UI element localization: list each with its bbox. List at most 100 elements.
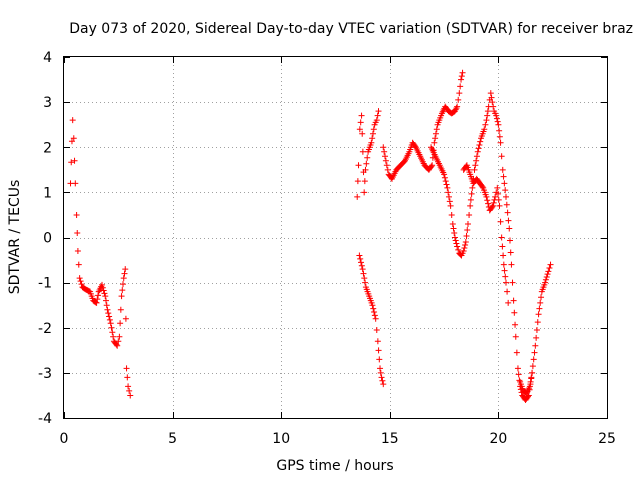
- data-point-marker: [488, 94, 495, 101]
- data-point-marker: [455, 246, 462, 253]
- data-point-marker: [101, 290, 108, 297]
- data-point-marker: [94, 296, 101, 303]
- data-point-marker: [467, 202, 474, 209]
- data-point-marker: [484, 108, 491, 115]
- data-point-marker: [372, 315, 379, 322]
- data-point-marker: [538, 294, 545, 301]
- data-point-marker: [126, 387, 133, 394]
- data-point-marker: [490, 199, 497, 206]
- data-point-marker: [455, 96, 462, 103]
- data-point-marker: [444, 184, 451, 191]
- data-point-marker: [370, 126, 377, 133]
- data-point-marker: [369, 135, 376, 142]
- data-point-marker: [99, 281, 106, 288]
- data-point-marker: [545, 268, 552, 275]
- data-point-marker: [376, 356, 383, 363]
- data-point-marker: [375, 108, 382, 115]
- data-point-marker: [108, 324, 115, 331]
- data-point-marker: [356, 126, 363, 133]
- data-point-marker: [477, 138, 484, 145]
- data-point-marker: [460, 248, 467, 255]
- data-point-marker: [533, 327, 540, 334]
- data-point-marker: [475, 145, 482, 152]
- data-point-marker: [529, 369, 536, 376]
- data-point-marker: [381, 148, 388, 155]
- data-point-marker: [501, 267, 508, 274]
- y-tick-label: -1: [38, 276, 52, 292]
- data-point-marker: [106, 313, 113, 320]
- y-tick-label: 1: [43, 185, 52, 201]
- data-point-marker: [503, 201, 510, 208]
- data-point-marker: [495, 190, 502, 197]
- data-point-marker: [378, 374, 385, 381]
- data-point-marker: [374, 112, 381, 119]
- x-tick-label: 0: [60, 431, 69, 447]
- data-point-marker: [503, 193, 510, 200]
- data-point-marker: [69, 117, 76, 124]
- data-point-marker: [500, 252, 507, 259]
- data-point-marker: [458, 76, 465, 83]
- data-point-marker: [370, 305, 377, 312]
- data-point-marker: [368, 139, 375, 146]
- data-point-marker: [489, 99, 496, 106]
- data-point-marker: [547, 261, 554, 268]
- data-point-marker: [499, 243, 506, 250]
- data-point-marker: [505, 299, 512, 306]
- axis-ticks: [64, 57, 608, 419]
- data-point-marker: [77, 278, 84, 285]
- data-point-marker: [362, 166, 369, 173]
- data-point-marker: [511, 309, 518, 316]
- data-point-marker: [120, 281, 127, 288]
- data-point-marker: [497, 139, 504, 146]
- data-point-marker: [358, 262, 365, 269]
- data-point-marker: [512, 333, 519, 340]
- data-point-marker: [530, 356, 537, 363]
- plot-frame: [63, 56, 608, 419]
- y-tick-label: 0: [43, 231, 52, 247]
- data-point-marker: [119, 287, 126, 294]
- data-point-marker: [490, 103, 497, 110]
- y-tick-label: 3: [43, 95, 52, 111]
- x-tick-label: 25: [598, 431, 616, 447]
- y-axis-label: SDTVAR / TECUs: [7, 180, 23, 295]
- data-point-marker: [361, 178, 368, 185]
- data-point-marker: [358, 259, 365, 266]
- data-point-marker: [95, 292, 102, 299]
- data-point-marker: [441, 171, 448, 178]
- data-point-marker: [102, 293, 109, 300]
- data-point-marker: [453, 240, 460, 247]
- data-point-marker: [452, 237, 459, 244]
- data-point-marker: [121, 270, 128, 277]
- data-point-marker: [544, 271, 551, 278]
- data-point-marker: [76, 275, 83, 282]
- data-series: [517, 369, 536, 397]
- data-point-marker: [461, 245, 468, 252]
- data-point-marker: [449, 220, 456, 227]
- data-point-marker: [354, 193, 361, 200]
- data-series: [67, 117, 134, 399]
- x-tick-label: 20: [489, 431, 507, 447]
- data-series: [354, 108, 382, 200]
- data-point-marker: [498, 153, 505, 160]
- x-tick-label: 15: [381, 431, 399, 447]
- data-point-marker: [474, 148, 481, 155]
- data-point-marker: [117, 306, 124, 313]
- data-point-marker: [70, 135, 77, 142]
- data-point-marker: [355, 162, 362, 169]
- data-point-marker: [441, 174, 448, 181]
- data-point-marker: [122, 315, 129, 322]
- data-point-marker: [113, 341, 120, 348]
- data-point-marker: [484, 112, 491, 119]
- data-point-marker: [356, 252, 363, 259]
- data-point-marker: [377, 369, 384, 376]
- data-point-marker: [473, 157, 480, 164]
- y-tick-label: -3: [38, 366, 52, 382]
- data-point-marker: [357, 119, 364, 126]
- data-point-marker: [380, 144, 387, 151]
- data-point-marker: [454, 243, 461, 250]
- data-point-marker: [74, 229, 81, 236]
- data-point-marker: [468, 190, 475, 197]
- data-point-marker: [546, 264, 553, 271]
- data-point-marker: [456, 90, 463, 97]
